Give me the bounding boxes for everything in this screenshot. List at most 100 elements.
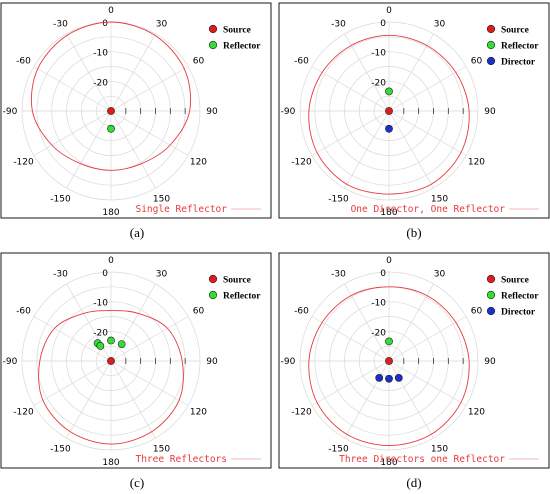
angle-tick-label: -150 xyxy=(328,194,349,204)
grid-spoke xyxy=(110,360,156,439)
angle-tick-label: -120 xyxy=(13,408,34,418)
radial-tick-label: 0 xyxy=(102,269,108,279)
reflector-marker xyxy=(117,340,126,348)
reflector-marker xyxy=(96,341,105,350)
angle-tick-label: 120 xyxy=(190,408,207,418)
angle-tick-label: -30 xyxy=(331,270,346,280)
radiation-pattern-curve xyxy=(30,21,192,171)
radial-tick-label: 0 xyxy=(380,19,386,29)
panel-frame xyxy=(0,252,272,469)
angle-tick-label: -60 xyxy=(294,57,309,67)
radial-tick-label: -20 xyxy=(371,78,386,88)
angle-tick-label: 0 xyxy=(386,256,392,266)
legend-reflector-label: Reflector xyxy=(223,42,261,52)
panel-label: (b) xyxy=(406,225,421,240)
grid-spoke xyxy=(33,316,112,362)
chart-caption: Single Reflector xyxy=(135,204,227,215)
legend-source-label: Source xyxy=(223,276,251,286)
chart-panel-4: 0 30 60 90 120 150 180 -150 -120 -90 -60 -30 0 -10 -20… xyxy=(278,252,550,469)
angle-tick-label: -30 xyxy=(53,270,68,280)
grid-spoke xyxy=(33,110,112,156)
radial-tick-label: -10 xyxy=(93,299,108,309)
grid-spoke xyxy=(311,360,390,406)
grid-spoke xyxy=(388,110,467,156)
grid-spoke xyxy=(110,110,156,189)
angle-tick-label: 30 xyxy=(156,20,168,30)
radiation-pattern-curve xyxy=(308,286,470,447)
angle-tick-label: 60 xyxy=(471,307,483,317)
chart-panel-3: 0 30 60 90 120 150 180 -150 -120 -90 -60 -30 0 -10 -20… xyxy=(0,252,272,469)
angle-tick-label: -30 xyxy=(53,20,68,30)
angle-tick-label: 30 xyxy=(156,270,168,280)
angle-tick-label: 90 xyxy=(484,357,496,367)
legend-source-label: Source xyxy=(501,26,529,36)
angle-tick-label: 60 xyxy=(193,57,205,67)
radial-tick-label: -20 xyxy=(93,328,108,338)
radial-tick-label: -10 xyxy=(93,49,108,59)
grid-spoke xyxy=(110,110,189,156)
panel-frame xyxy=(278,2,550,219)
reflector-marker xyxy=(107,124,115,133)
angle-tick-label: 30 xyxy=(434,20,446,30)
grid-spoke xyxy=(388,66,467,112)
angle-tick-label: 0 xyxy=(386,6,392,16)
angle-tick-label: 120 xyxy=(468,158,485,168)
angle-tick-label: 0 xyxy=(108,256,114,266)
angle-tick-label: -60 xyxy=(16,57,31,67)
grid-spoke xyxy=(344,283,390,362)
panel-label: (d) xyxy=(406,475,421,490)
reflector-marker xyxy=(107,336,115,345)
grid-spoke xyxy=(66,33,112,112)
legend-director-label: Director xyxy=(501,58,536,68)
angle-tick-label: 180 xyxy=(380,458,397,468)
angle-tick-label: 150 xyxy=(153,194,170,204)
angle-tick-label: -90 xyxy=(3,357,18,367)
chart-panel-2: 0 30 60 90 120 150 180 -150 -120 -90 -60 -30 0 -10 -20… xyxy=(278,2,550,219)
legend-source-marker xyxy=(486,24,496,34)
legend-reflector-marker xyxy=(208,40,218,50)
legend-reflector-label: Reflector xyxy=(501,42,539,52)
angle-tick-label: 180 xyxy=(102,458,119,468)
chart-panel-1: 0 30 60 90 120 150 180 -150 -120 -90 -60 -30 0 -10 -20… xyxy=(0,2,272,219)
angle-tick-label: 120 xyxy=(190,158,207,168)
legend-reflector-label: Reflector xyxy=(501,292,539,302)
grid-spoke xyxy=(388,360,434,439)
grid-spoke xyxy=(388,33,434,112)
angle-tick-label: -90 xyxy=(281,107,296,117)
angle-tick-label: 90 xyxy=(484,107,496,117)
radiation-pattern-curve xyxy=(308,34,470,195)
angle-tick-label: -150 xyxy=(50,194,71,204)
angle-tick-label: -60 xyxy=(294,307,309,317)
radial-tick-label: -10 xyxy=(371,299,386,309)
grid-spoke xyxy=(110,283,156,362)
director-marker xyxy=(375,374,384,382)
chart-caption: Three Reflectors xyxy=(135,454,227,465)
source-marker xyxy=(385,107,393,115)
director-marker xyxy=(394,374,403,382)
angle-tick-label: -120 xyxy=(291,158,312,168)
reflector-marker xyxy=(385,87,393,96)
legend-director-marker xyxy=(486,306,496,316)
legend-reflector-marker xyxy=(208,290,218,300)
angle-tick-label: -120 xyxy=(13,158,34,168)
legend-source-marker xyxy=(208,24,218,34)
grid-spoke xyxy=(33,360,112,406)
grid-spoke xyxy=(388,316,467,362)
source-marker xyxy=(385,357,393,365)
grid-spoke xyxy=(311,316,390,362)
angle-tick-label: 90 xyxy=(206,357,218,367)
legend-source-label: Source xyxy=(501,276,529,286)
grid-spoke xyxy=(344,33,390,112)
reflector-marker xyxy=(385,337,393,346)
angle-tick-label: -150 xyxy=(328,444,349,454)
legend-source-marker xyxy=(486,274,496,284)
chart-caption: Three Directors one Reflector xyxy=(339,454,505,465)
angle-tick-label: 180 xyxy=(102,208,119,218)
legend-source-marker xyxy=(208,274,218,284)
director-marker xyxy=(385,124,393,133)
radiation-pattern-curve xyxy=(38,310,184,445)
legend-director-label: Director xyxy=(501,308,536,318)
grid-spoke xyxy=(33,66,112,112)
source-marker xyxy=(107,107,115,115)
